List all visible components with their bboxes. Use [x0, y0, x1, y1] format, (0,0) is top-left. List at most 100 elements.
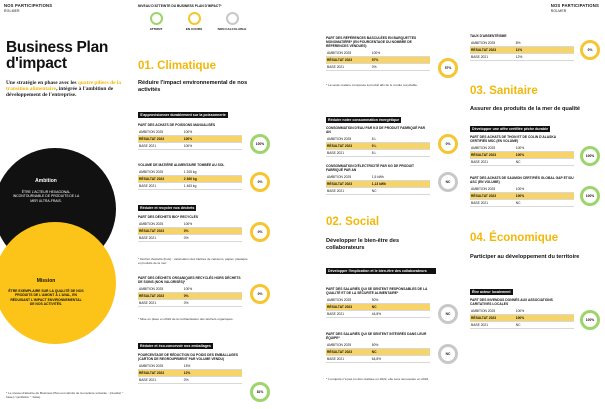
kpi-key: BASE 2021 — [139, 184, 157, 188]
kpi-key: BASE 2021 — [139, 236, 157, 240]
kpi-key: BASE 2021 — [327, 65, 345, 69]
kpi-value: 0% — [183, 378, 189, 382]
kpi-climatique-3: PART DES DÉCHETS BIO* RECYCLÉS AMBITION … — [138, 215, 242, 242]
kpi-title: PART DES ACHATS DE SAUMON CERTIFIÉS GLOB… — [470, 176, 574, 184]
kpi-key: BASE 2021 — [327, 151, 345, 155]
kpi-key: BASE 2021 — [327, 312, 345, 316]
kpi-col3-1: PART DES RÉFÉRENCES BASCULÉES EN BARQUET… — [326, 36, 430, 71]
legend-label: EN COURS — [185, 27, 203, 31]
kpi-value: 0% — [183, 236, 189, 240]
page-title: Business Plan d'impact — [6, 39, 109, 72]
header-right-sub: ROLMER — [550, 9, 567, 13]
kpi-key: AMBITION 2025 — [327, 175, 352, 179]
kpi-title: PART DES SALARIÉS QUI SE SENTENT RESPONS… — [326, 287, 428, 295]
subtitle-prefix: Une stratégie en phase avec les — [6, 80, 77, 86]
kpi-title: PART DES DÉCHETS ORGANIQUES RECYCLÉS HOR… — [138, 276, 241, 284]
kpi-key: RÉSULTAT 2023 — [327, 182, 353, 186]
ring-status: 0% — [580, 40, 600, 60]
kpi-key: RÉSULTAT 2023 — [471, 153, 497, 157]
bar-implication: Développer l'implication et le bien-être… — [326, 268, 436, 274]
ring-status: 0% — [250, 172, 270, 192]
ring-status: NC — [438, 344, 458, 364]
note-methanisation: * Mise en place en 2022 de la méthanisat… — [138, 317, 234, 321]
kpi-key: AMBITION 2025 — [139, 130, 164, 134]
kpi-value: 100% — [183, 137, 193, 141]
page-subtitle: Une stratégie en phase avec les quatre p… — [6, 80, 122, 99]
kpi-value: 50% — [371, 298, 379, 302]
kpi-value: 57% — [371, 58, 379, 62]
ring-status: NC — [438, 172, 458, 192]
mission-circle — [0, 222, 116, 344]
note-enquete: * L'enquête n'a pas pu être réalisée en … — [326, 377, 430, 381]
kpi-value: 100% — [515, 309, 525, 313]
ring-yellow-icon — [187, 12, 201, 25]
kpi-value: 100% — [515, 187, 525, 191]
kpi-key: RÉSULTAT 2023 — [139, 177, 165, 181]
kpi-value: NC — [371, 350, 377, 354]
ring-status: 100% — [580, 186, 600, 206]
kpi-value: 0% — [183, 301, 189, 305]
mission-body: ÊTRE EXEMPLAIRE SUR LA QUALITÉ DE NOS PR… — [8, 289, 84, 307]
header-left: NOS PARTICIPATIONS ROLMER — [4, 3, 52, 13]
kpi-key: BASE 2021 — [471, 160, 489, 164]
kpi-value: 1,5 kWh — [371, 175, 384, 179]
kpi-value: 8% — [515, 41, 521, 45]
kpi-key: AMBITION 2025 — [471, 41, 496, 45]
kpi-value: 8 L — [371, 137, 377, 141]
kpi-value: 15% — [183, 364, 191, 368]
kpi-key: BASE 2021 — [139, 301, 157, 305]
kpi-title: PART DES SALARIÉS QUI SE SENTENT INTÉGRÉ… — [326, 332, 427, 340]
kpi-key: BASE 2021 — [139, 378, 157, 382]
kpi-title: PART DES DÉCHETS BIO* RECYCLÉS — [138, 215, 199, 219]
kpi-key: AMBITION 2025 — [471, 309, 496, 313]
kpi-value: 11% — [515, 48, 523, 52]
kpi-climatique-1: PART DES ACHATS DE POISSONS MANUALISÉS A… — [138, 123, 242, 150]
bar-peche-durable: Développer une offre certifiée pêche dur… — [470, 126, 551, 132]
kpi-value: 100% — [515, 153, 525, 157]
kpi-climatique-2: VOLUME DE MATIÈRE ALIMENTAIRE TOMBÉE AU … — [138, 163, 242, 190]
kpi-key: RÉSULTAT 2023 — [327, 58, 353, 62]
kpi-value: 1 463 kg — [183, 184, 197, 188]
kpi-value: NC — [515, 201, 521, 205]
bar-energie: Réduire notre consommation énergétique — [326, 117, 402, 123]
kpi-key: BASE 2021 — [327, 357, 345, 361]
kpi-title: PART DES INVENDUS DONNÉS AUX ASSOCIATION… — [470, 298, 553, 306]
kpi-col4-2: PART DES ACHATS DE THON ET DE COLIN D'AL… — [470, 135, 574, 166]
kpi-value: 100% — [183, 287, 193, 291]
legend-label: ATTEINT — [149, 27, 163, 31]
kpi-key: RÉSULTAT 2023 — [139, 229, 165, 233]
kpi-value: 100% — [515, 146, 525, 150]
kpi-key: AMBITION 2025 — [471, 146, 496, 150]
ambition-title: Ambition — [35, 178, 57, 184]
legend-title: NIVEAU D'ATTEINTE DU BUSINESS PLAN D'IMP… — [138, 4, 222, 8]
subtitle-highlight: quatre piliers de la transition alimenta… — [6, 80, 122, 93]
kpi-value: NC — [371, 189, 377, 193]
kpi-value: 12% — [515, 55, 523, 59]
kpi-value: 2 366 kg — [183, 177, 197, 181]
legend: NIVEAU D'ATTEINTE DU BUSINESS PLAN D'IMP… — [138, 4, 262, 31]
kpi-title: CONSOMMATION D'ÉLECTRICITÉ PAR KG DE PRO… — [326, 164, 415, 172]
ring-status: 0% — [250, 284, 270, 304]
kpi-key: RÉSULTAT 2023 — [139, 371, 165, 375]
kpi-climatique-5: POURCENTAGE DE RÉDUCTION DU POIDS DES EM… — [138, 353, 242, 384]
ambition-body: ÊTRE L'ACTEUR HEXAGONAL INCONTOURNABLE D… — [12, 190, 80, 203]
kpi-key: AMBITION 2025 — [327, 298, 352, 302]
section-sanitaire-sub: Assurer des produits de la mer de qualit… — [470, 106, 581, 112]
header-left-sub: ROLMER — [4, 9, 20, 13]
kpi-value: 0% — [183, 229, 189, 233]
kpi-col3-4: PART DES SALARIÉS QUI SE SENTENT RESPONS… — [326, 287, 430, 318]
kpi-title: PART DES RÉFÉRENCES BASCULÉES EN BARQUET… — [326, 36, 417, 48]
bar-approvisionnement: S'approvisionner durablement sur la pois… — [138, 112, 228, 118]
kpi-value: 0% — [371, 65, 377, 69]
ring-status: 81% — [250, 382, 270, 402]
kpi-key: RÉSULTAT 2023 — [471, 194, 497, 198]
section-economique-sub: Participer au développement du territoir… — [470, 254, 580, 260]
kpi-title: POURCENTAGE DE RÉDUCTION DU POIDS DES EM… — [138, 353, 238, 361]
kpi-key: AMBITION 2025 — [471, 187, 496, 191]
section-climatique-sub: Réduire l'impact environnemental de nos … — [138, 80, 248, 93]
kpi-value: 44,8% — [371, 312, 382, 316]
kpi-col4-4: PART DES INVENDUS DONNÉS AUX ASSOCIATION… — [470, 298, 574, 329]
note-dechets: * Déchet d'activité (bois) : valorisatio… — [138, 257, 248, 265]
kpi-key: AMBITION 2025 — [139, 222, 164, 226]
kpi-key: AMBITION 2025 — [139, 364, 164, 368]
